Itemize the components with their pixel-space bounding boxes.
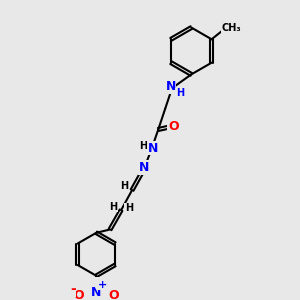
Text: N: N — [91, 286, 101, 299]
Text: H: H — [176, 88, 184, 98]
Text: N: N — [139, 161, 149, 174]
Text: H: H — [125, 203, 133, 213]
Text: +: + — [98, 280, 107, 290]
Text: O: O — [108, 289, 119, 300]
Text: O: O — [74, 289, 84, 300]
Text: CH₃: CH₃ — [222, 23, 241, 33]
Text: -: - — [70, 282, 76, 296]
Text: N: N — [166, 80, 176, 93]
Text: H: H — [109, 202, 117, 212]
Text: N: N — [148, 142, 158, 155]
Text: O: O — [168, 120, 179, 133]
Text: H: H — [120, 181, 128, 191]
Text: H: H — [140, 141, 148, 151]
